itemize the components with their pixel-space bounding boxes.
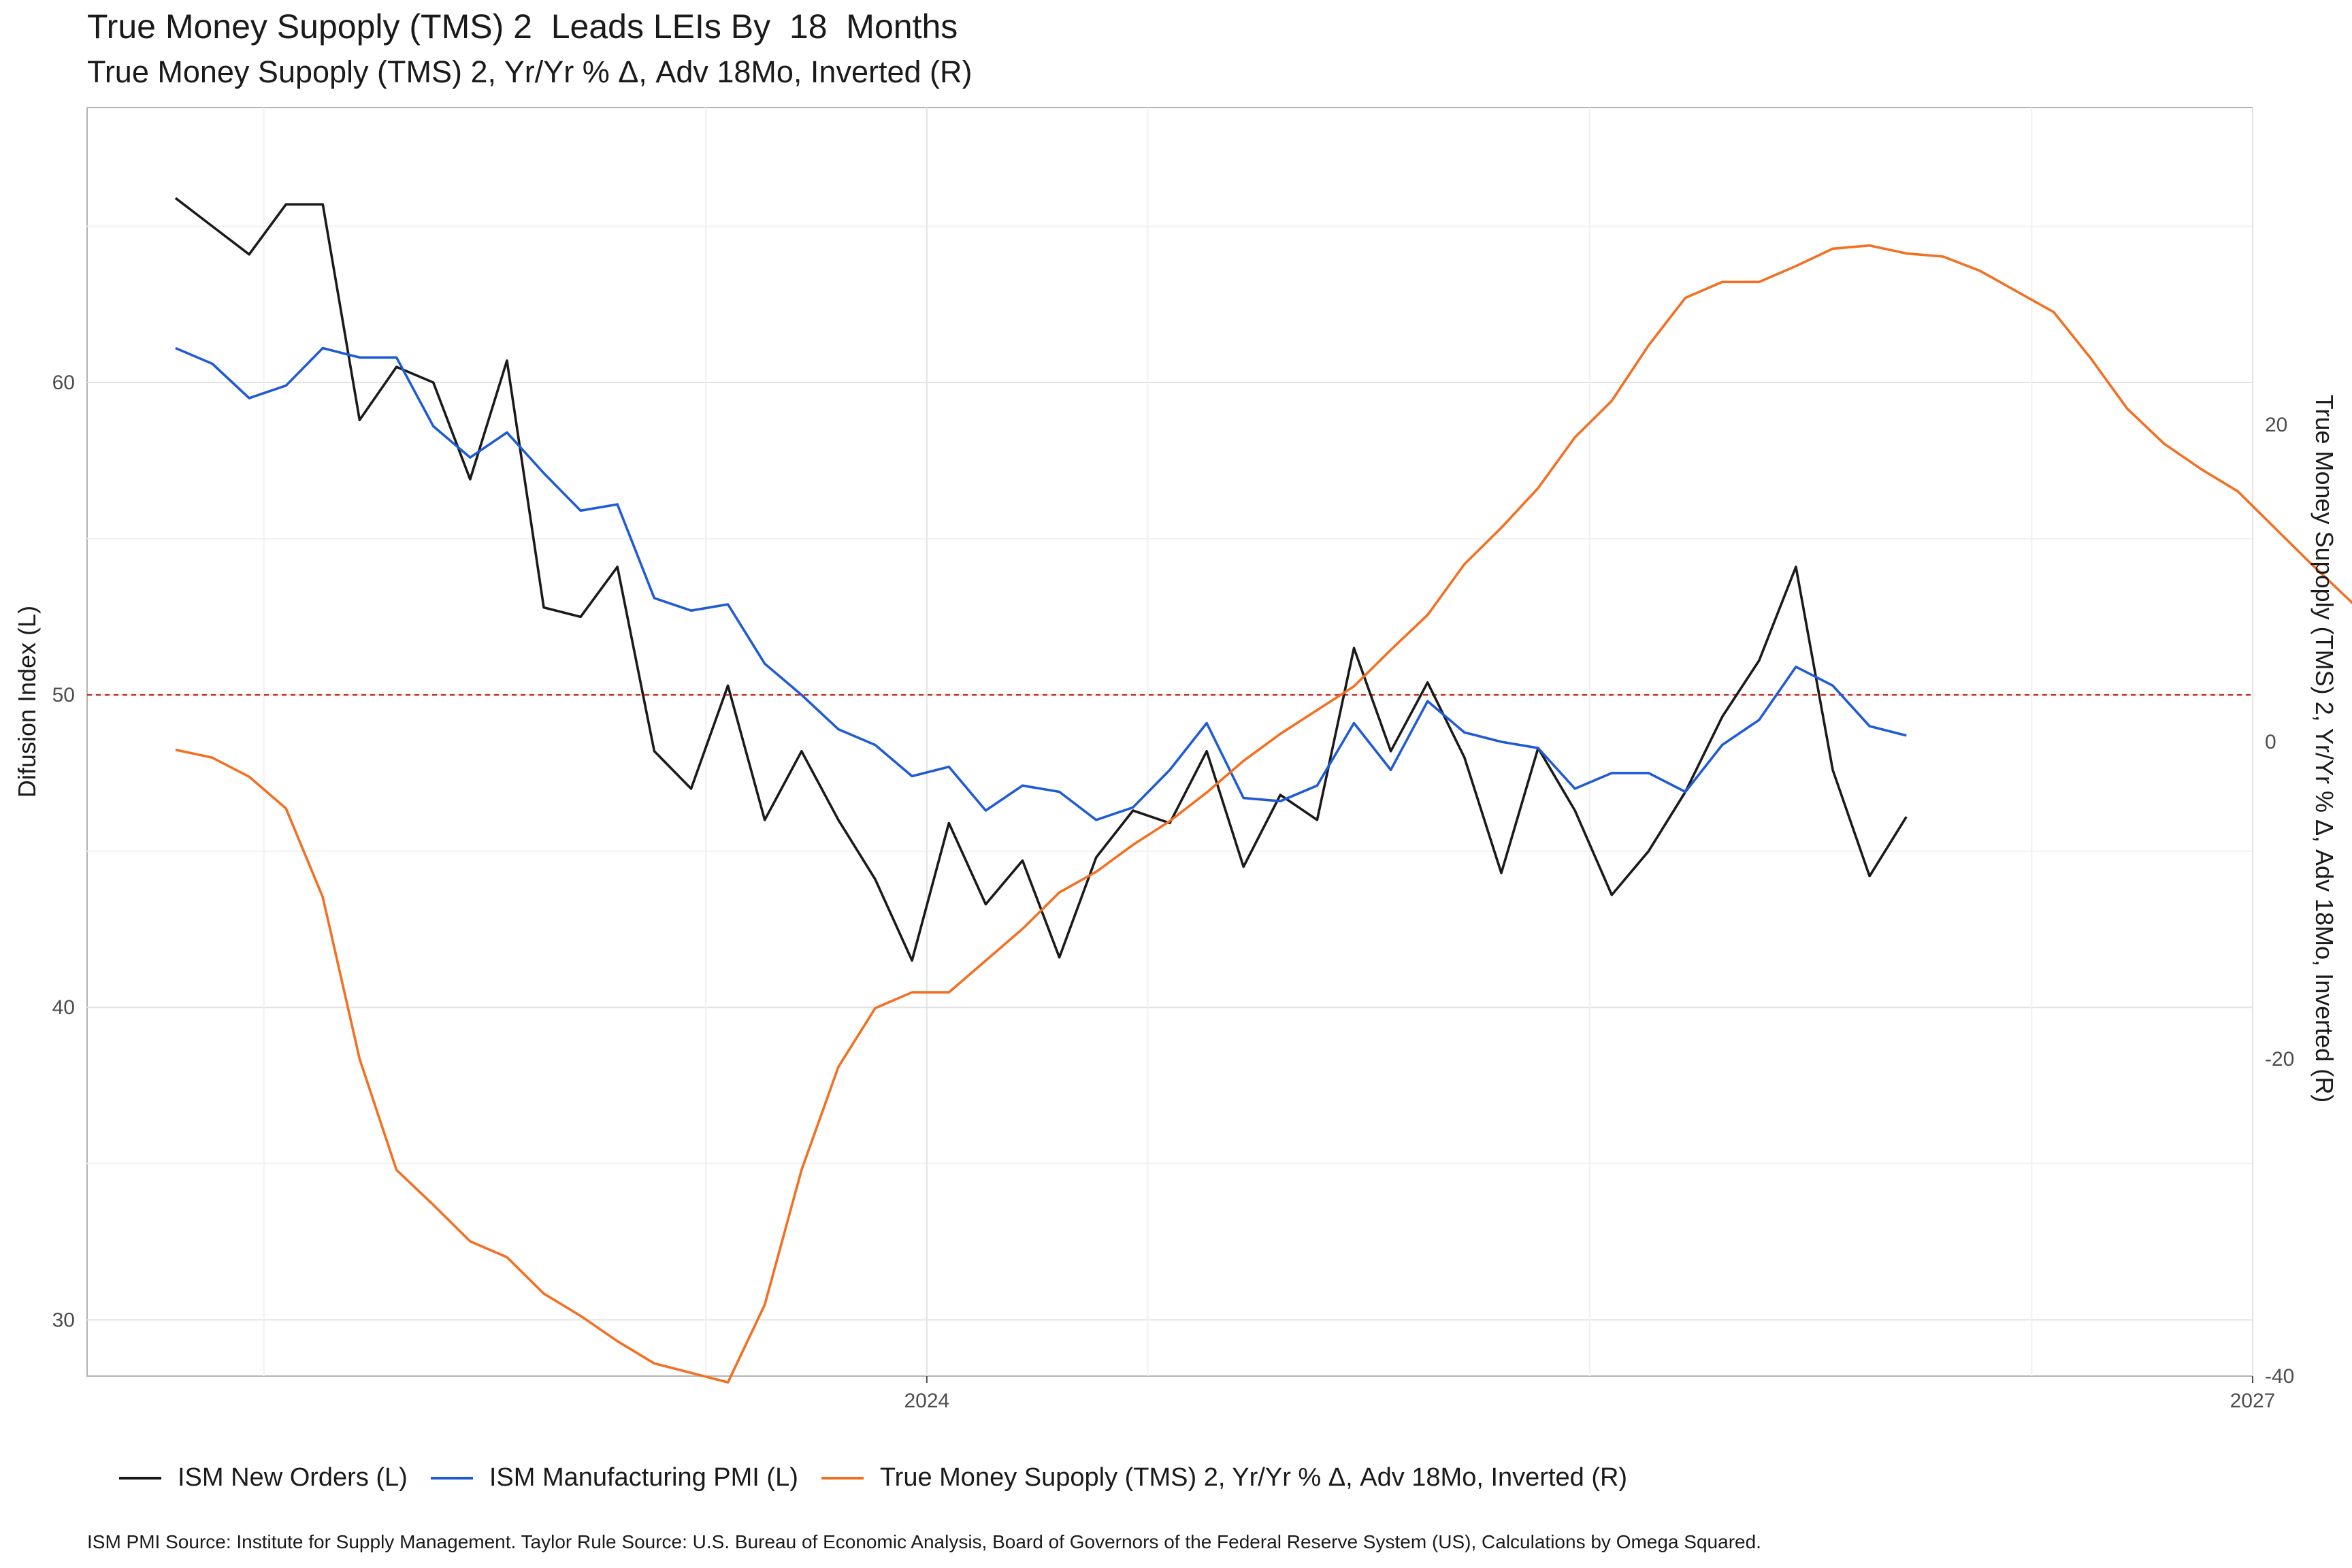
legend: ISM New Orders (L) ISM Manufacturing PMI…: [119, 1463, 1650, 1492]
legend-key-tms: [821, 1476, 864, 1480]
y-axis-label-right: True Money Supoply (TMS) 2, Yr/Yr % Δ, A…: [2310, 394, 2338, 1103]
y-tick-right: -40: [2265, 1365, 2294, 1388]
tick-labels: 30 40 50 60 -40 -20 0 20 2024 2027: [52, 372, 2295, 1412]
series-line-0: [174, 197, 1908, 962]
legend-label-new-orders: ISM New Orders (L): [178, 1463, 408, 1492]
y-tick-left: 60: [52, 372, 75, 394]
y-tick-right: -20: [2265, 1048, 2294, 1071]
series-line-2: [175, 244, 2352, 1384]
legend-item-new-orders: ISM New Orders (L): [119, 1463, 408, 1492]
y-tick-right: 20: [2265, 414, 2287, 436]
y-tick-left: 50: [52, 684, 75, 706]
y-tick-left: 30: [52, 1309, 75, 1331]
legend-key-new-orders: [119, 1476, 161, 1480]
legend-key-pmi: [430, 1476, 473, 1480]
chart-title: True Money Supoply (TMS) 2 Leads LEIs By…: [87, 7, 958, 46]
series-line-1: [175, 346, 1907, 821]
legend-label-pmi: ISM Manufacturing PMI (L): [489, 1463, 798, 1492]
y-tick-right: 0: [2265, 731, 2276, 753]
x-tick-label: 2024: [904, 1390, 949, 1412]
gridlines: [87, 108, 2253, 1376]
legend-item-tms: True Money Supoply (TMS) 2, Yr/Yr % Δ, A…: [821, 1463, 1627, 1492]
x-tick-label: 2027: [2230, 1390, 2276, 1412]
series-lines: [174, 197, 2352, 1384]
y-axis-label-left: Difusion Index (L): [13, 605, 41, 798]
source-note: ISM PMI Source: Institute for Supply Man…: [87, 1531, 1761, 1552]
legend-item-pmi: ISM Manufacturing PMI (L): [430, 1463, 798, 1492]
y-tick-left: 40: [52, 996, 75, 1019]
legend-label-tms: True Money Supoply (TMS) 2, Yr/Yr % Δ, A…: [879, 1463, 1628, 1492]
chart-subtitle: True Money Supoply (TMS) 2, Yr/Yr % Δ, A…: [87, 54, 973, 89]
